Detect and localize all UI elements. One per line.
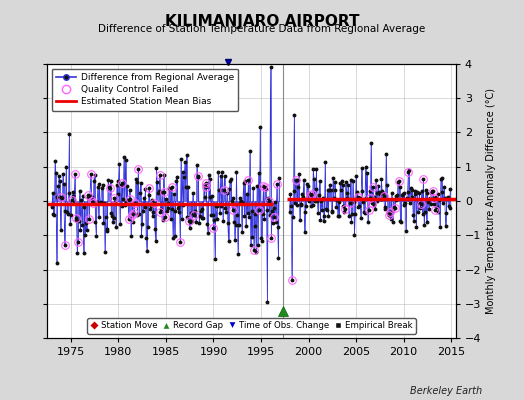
Text: KILIMANJARO AIRPORT: KILIMANJARO AIRPORT (165, 14, 359, 29)
Y-axis label: Monthly Temperature Anomaly Difference (°C): Monthly Temperature Anomaly Difference (… (486, 88, 496, 314)
Legend: Station Move, Record Gap, Time of Obs. Change, Empirical Break: Station Move, Record Gap, Time of Obs. C… (88, 318, 416, 334)
Text: Difference of Station Temperature Data from Regional Average: Difference of Station Temperature Data f… (99, 24, 425, 34)
Text: Berkeley Earth: Berkeley Earth (410, 386, 482, 396)
